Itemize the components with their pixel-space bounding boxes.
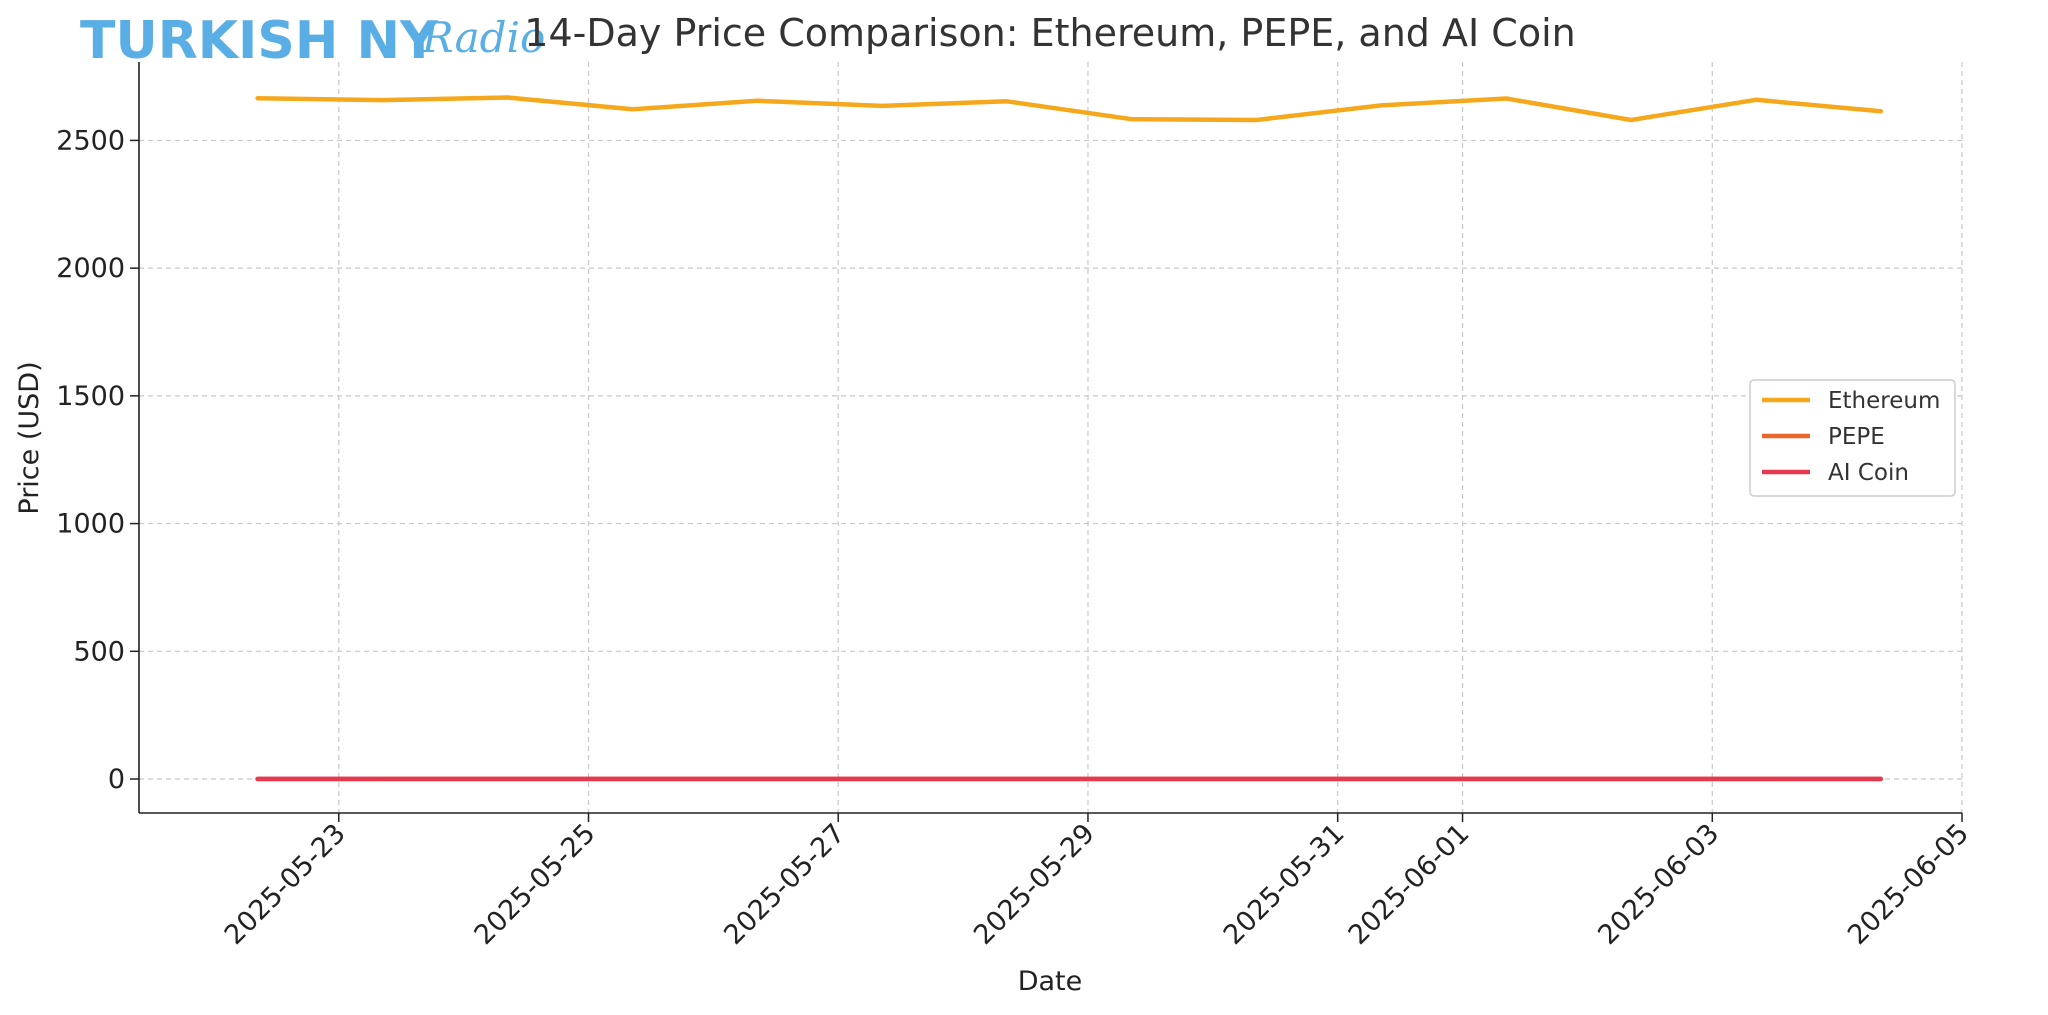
y-tick-label: 1500 <box>56 381 125 412</box>
x-tick-label: 2025-06-05 <box>1842 818 1975 951</box>
grid-layer <box>139 62 1963 813</box>
legend-label-ai-coin: AI Coin <box>1828 460 1909 486</box>
y-axis-ticks: 0 500 1000 1500 2000 2500 <box>56 125 139 795</box>
x-tick-label: 2025-05-29 <box>968 818 1101 951</box>
logo-script-text: Radio <box>421 13 545 62</box>
series-layer <box>255 95 1884 782</box>
x-tick-label: 2025-05-31 <box>1218 818 1351 951</box>
x-tick-label: 2025-05-25 <box>469 818 602 951</box>
legend-label-pepe: PEPE <box>1828 424 1885 450</box>
y-tick-label: 2000 <box>56 253 125 284</box>
logo-main-text: TURKISH NY <box>80 11 439 71</box>
x-axis-ticks: 2025-05-23 2025-05-25 2025-05-27 2025-05-29… <box>219 813 1975 951</box>
y-tick-label: 2500 <box>56 125 125 156</box>
x-tick-label: 2025-05-27 <box>718 818 851 951</box>
x-tick-label: 2025-05-23 <box>219 818 352 951</box>
y-tick-label: 1000 <box>56 509 125 540</box>
chart-title: 14-Day Price Comparison: Ethereum, PEPE,… <box>524 11 1575 55</box>
axes-layer <box>138 62 1962 814</box>
series-line-ethereum <box>255 95 1884 123</box>
x-tick-label: 2025-06-03 <box>1592 818 1725 951</box>
y-axis-label: Price (USD) <box>14 361 45 514</box>
x-axis-label: Date <box>1018 966 1083 997</box>
y-tick-label: 0 <box>108 764 125 795</box>
turkish-ny-radio-logo: TURKISH NY Radio <box>80 11 545 71</box>
legend-label-ethereum: Ethereum <box>1828 388 1940 414</box>
y-tick-label: 500 <box>73 636 125 667</box>
x-tick-label: 2025-06-01 <box>1343 818 1476 951</box>
legend: Ethereum PEPE AI Coin <box>1749 379 1956 497</box>
legend-frame <box>1749 379 1956 497</box>
